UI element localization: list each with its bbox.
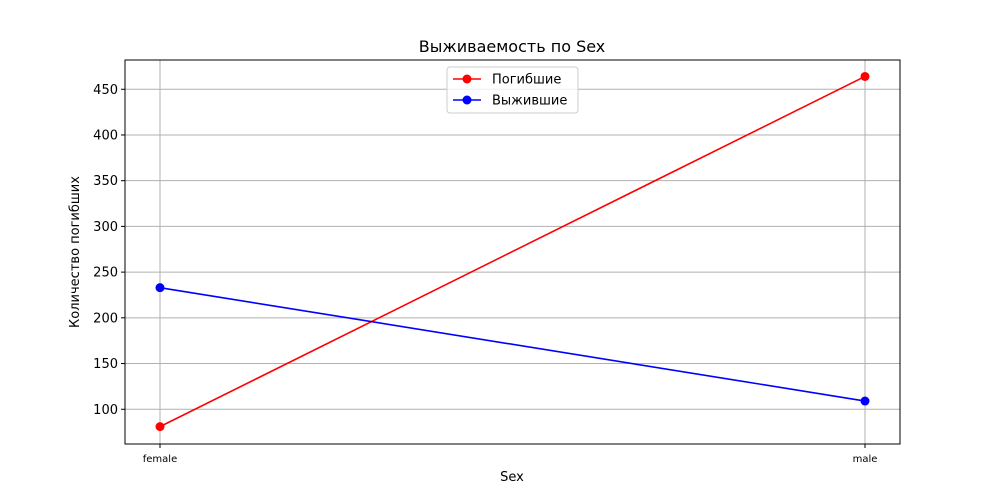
y-tick-label: 350 [93,174,118,189]
data-point [860,396,870,406]
data-point [155,283,165,293]
legend-marker [462,95,472,105]
legend-label: Погибшие [492,73,561,88]
y-tick-label: 300 [93,220,118,235]
tick-layer: female male 100 150 200 250 300 350 400 450 [93,83,877,465]
y-tick-label: 100 [93,403,118,418]
y-tick-label: 200 [93,311,118,326]
chart-title: Выживаемость по Sex [419,37,606,56]
y-axis-label: Количество погибших [68,176,83,328]
y-tick-label: 400 [93,128,118,143]
data-point [860,71,870,81]
plot-frame [124,59,901,445]
series-layer [155,71,870,432]
legend: Погибшие Выжившие [446,66,579,114]
data-point [155,422,165,432]
legend-label: Выжившие [492,94,567,109]
x-axis-label: Sex [500,470,524,485]
grid-layer [125,60,900,444]
legend-marker [462,74,472,84]
series-line [159,286,866,402]
y-tick-label: 150 [93,357,118,372]
y-tick-label: 450 [93,83,118,98]
series-line [159,75,866,428]
x-tick-label: male [853,454,878,465]
y-tick-label: 250 [93,266,118,281]
x-tick-label: female [143,454,177,465]
